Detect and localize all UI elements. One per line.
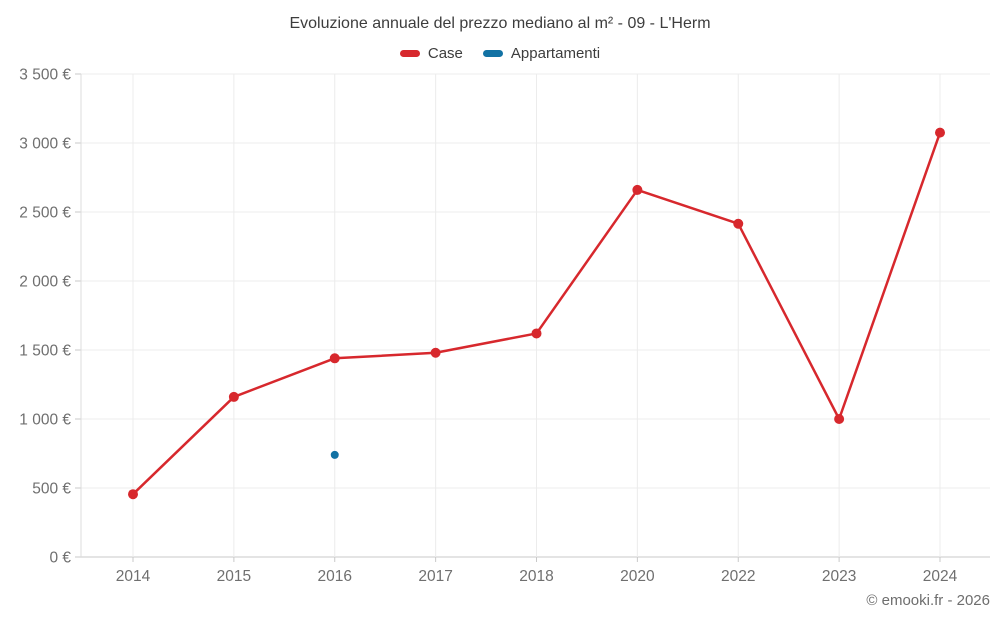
x-tick-label: 2023 (822, 568, 856, 585)
x-tick-label: 2022 (721, 568, 755, 585)
x-tick-label: 2014 (116, 568, 151, 585)
y-tick-label: 2 500 € (19, 205, 71, 222)
copyright-text: © emooki.fr - 2026 (866, 592, 990, 609)
y-tick-label: 3 000 € (19, 136, 71, 153)
case-point[interactable] (834, 414, 845, 424)
y-tick-label: 1 000 € (19, 412, 71, 429)
y-tick-label: 3 500 € (19, 67, 71, 84)
case-point[interactable] (329, 353, 340, 364)
chart-legend: Case Appartamenti (0, 45, 1000, 62)
y-tick-label: 0 € (49, 550, 71, 567)
x-tick-label: 2020 (620, 568, 655, 585)
appartamenti-legend-swatch-icon (482, 50, 503, 57)
case-point[interactable] (632, 184, 643, 195)
x-tick-label: 2016 (318, 568, 352, 585)
case-point[interactable] (531, 328, 542, 339)
appartamenti-point[interactable] (330, 450, 339, 459)
y-tick-label: 1 500 € (19, 343, 71, 360)
case-legend-swatch-icon (399, 50, 420, 57)
chart-title: Evoluzione annuale del prezzo mediano al… (289, 15, 711, 32)
x-tick-label: 2015 (217, 568, 251, 585)
y-tick-label: 2 000 € (19, 274, 71, 291)
x-tick-label: 2017 (418, 568, 452, 585)
legend-label-case: Case (427, 45, 463, 62)
legend-label-appartamenti: Appartamenti (510, 45, 601, 62)
legend-item-appartamenti[interactable]: Appartamenti (482, 45, 601, 62)
case-point[interactable] (228, 391, 239, 402)
x-tick-label: 2024 (923, 568, 958, 585)
x-tick-label: 2018 (519, 568, 553, 585)
case-point[interactable] (935, 127, 945, 138)
case-point[interactable] (430, 347, 441, 358)
case-point[interactable] (733, 218, 744, 229)
y-tick-label: 500 € (32, 481, 71, 498)
legend-item-case[interactable]: Case (399, 45, 463, 62)
case-point[interactable] (128, 489, 138, 500)
